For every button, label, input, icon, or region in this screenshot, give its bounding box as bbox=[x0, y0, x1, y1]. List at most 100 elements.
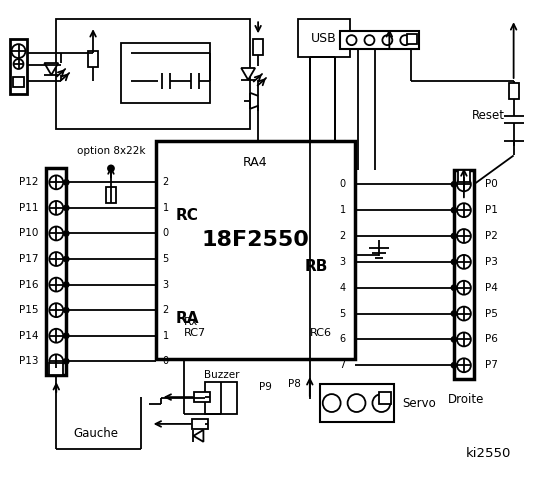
Text: RA: RA bbox=[176, 311, 199, 325]
Bar bbox=[192, 419, 208, 429]
Text: 1: 1 bbox=[163, 331, 169, 341]
Text: Gauche: Gauche bbox=[74, 427, 118, 440]
Circle shape bbox=[457, 281, 471, 295]
Circle shape bbox=[451, 234, 456, 239]
Text: 4: 4 bbox=[340, 283, 346, 293]
Circle shape bbox=[400, 35, 410, 45]
Circle shape bbox=[323, 394, 341, 412]
Text: 7: 7 bbox=[340, 360, 346, 370]
Bar bbox=[454, 170, 474, 379]
Bar bbox=[106, 187, 116, 203]
Circle shape bbox=[49, 329, 63, 343]
Text: RC6: RC6 bbox=[310, 328, 332, 338]
Bar bbox=[56, 19, 250, 129]
Text: RA4: RA4 bbox=[243, 156, 268, 169]
Circle shape bbox=[13, 59, 23, 69]
Polygon shape bbox=[241, 68, 255, 80]
Text: P3: P3 bbox=[486, 257, 498, 267]
Text: Reset: Reset bbox=[472, 109, 505, 122]
Text: option 8x22k: option 8x22k bbox=[77, 145, 145, 156]
Text: Rx: Rx bbox=[184, 316, 198, 326]
Text: P16: P16 bbox=[19, 279, 38, 289]
Text: Droite: Droite bbox=[448, 393, 484, 406]
Bar bbox=[46, 168, 66, 375]
Bar bbox=[458, 170, 470, 182]
Bar bbox=[340, 31, 419, 49]
Circle shape bbox=[64, 205, 69, 210]
Text: RB: RB bbox=[305, 259, 328, 275]
Text: 3: 3 bbox=[340, 257, 346, 267]
Text: P8: P8 bbox=[289, 379, 301, 389]
Bar bbox=[49, 363, 63, 375]
Bar bbox=[156, 141, 354, 360]
Circle shape bbox=[64, 333, 69, 338]
Text: P14: P14 bbox=[19, 331, 38, 341]
Bar bbox=[9, 39, 28, 94]
Circle shape bbox=[49, 175, 63, 189]
Circle shape bbox=[49, 277, 63, 291]
Text: RC7: RC7 bbox=[184, 328, 206, 338]
Bar bbox=[121, 43, 210, 103]
Text: P5: P5 bbox=[486, 309, 498, 319]
Circle shape bbox=[372, 394, 390, 412]
Text: P11: P11 bbox=[19, 203, 38, 213]
Text: P13: P13 bbox=[19, 356, 38, 366]
Circle shape bbox=[451, 363, 456, 368]
Circle shape bbox=[49, 201, 63, 215]
Text: P0: P0 bbox=[486, 180, 498, 189]
Text: 2: 2 bbox=[163, 177, 169, 187]
Text: P1: P1 bbox=[486, 205, 498, 215]
Circle shape bbox=[12, 44, 25, 58]
Text: 2: 2 bbox=[163, 305, 169, 315]
Text: 0: 0 bbox=[340, 180, 346, 189]
Text: Servo: Servo bbox=[402, 396, 436, 409]
Circle shape bbox=[348, 394, 366, 412]
Text: P17: P17 bbox=[19, 254, 38, 264]
Polygon shape bbox=[194, 430, 204, 442]
Text: P2: P2 bbox=[486, 231, 498, 241]
Text: P10: P10 bbox=[19, 228, 38, 239]
Circle shape bbox=[64, 308, 69, 312]
Circle shape bbox=[64, 359, 69, 364]
Text: RC: RC bbox=[176, 208, 199, 223]
Circle shape bbox=[457, 358, 471, 372]
Circle shape bbox=[64, 180, 69, 185]
Circle shape bbox=[108, 166, 114, 171]
Circle shape bbox=[451, 337, 456, 342]
Text: 0: 0 bbox=[163, 228, 169, 239]
Text: 1: 1 bbox=[340, 205, 346, 215]
Text: P4: P4 bbox=[486, 283, 498, 293]
Bar bbox=[253, 39, 263, 55]
Circle shape bbox=[457, 178, 471, 192]
Circle shape bbox=[49, 303, 63, 317]
Circle shape bbox=[457, 203, 471, 217]
Bar bbox=[88, 51, 98, 67]
Text: 3: 3 bbox=[163, 279, 169, 289]
Circle shape bbox=[347, 35, 357, 45]
Circle shape bbox=[457, 229, 471, 243]
Bar bbox=[195, 392, 210, 402]
Text: 18F2550: 18F2550 bbox=[201, 230, 309, 250]
Circle shape bbox=[457, 333, 471, 347]
Circle shape bbox=[64, 282, 69, 287]
Circle shape bbox=[451, 259, 456, 264]
Circle shape bbox=[49, 227, 63, 240]
Bar bbox=[379, 392, 392, 404]
Text: 6: 6 bbox=[340, 335, 346, 345]
Text: P7: P7 bbox=[486, 360, 498, 370]
Text: P6: P6 bbox=[486, 335, 498, 345]
Text: 1: 1 bbox=[163, 203, 169, 213]
Circle shape bbox=[457, 255, 471, 269]
Circle shape bbox=[49, 252, 63, 266]
Bar bbox=[298, 19, 349, 57]
Circle shape bbox=[451, 311, 456, 316]
Text: P15: P15 bbox=[19, 305, 38, 315]
Circle shape bbox=[457, 307, 471, 321]
Circle shape bbox=[64, 231, 69, 236]
Text: 0: 0 bbox=[163, 356, 169, 366]
Text: Buzzer: Buzzer bbox=[204, 370, 239, 380]
Bar bbox=[407, 34, 417, 44]
Bar bbox=[13, 77, 24, 87]
Text: P12: P12 bbox=[19, 177, 38, 187]
Circle shape bbox=[364, 35, 374, 45]
